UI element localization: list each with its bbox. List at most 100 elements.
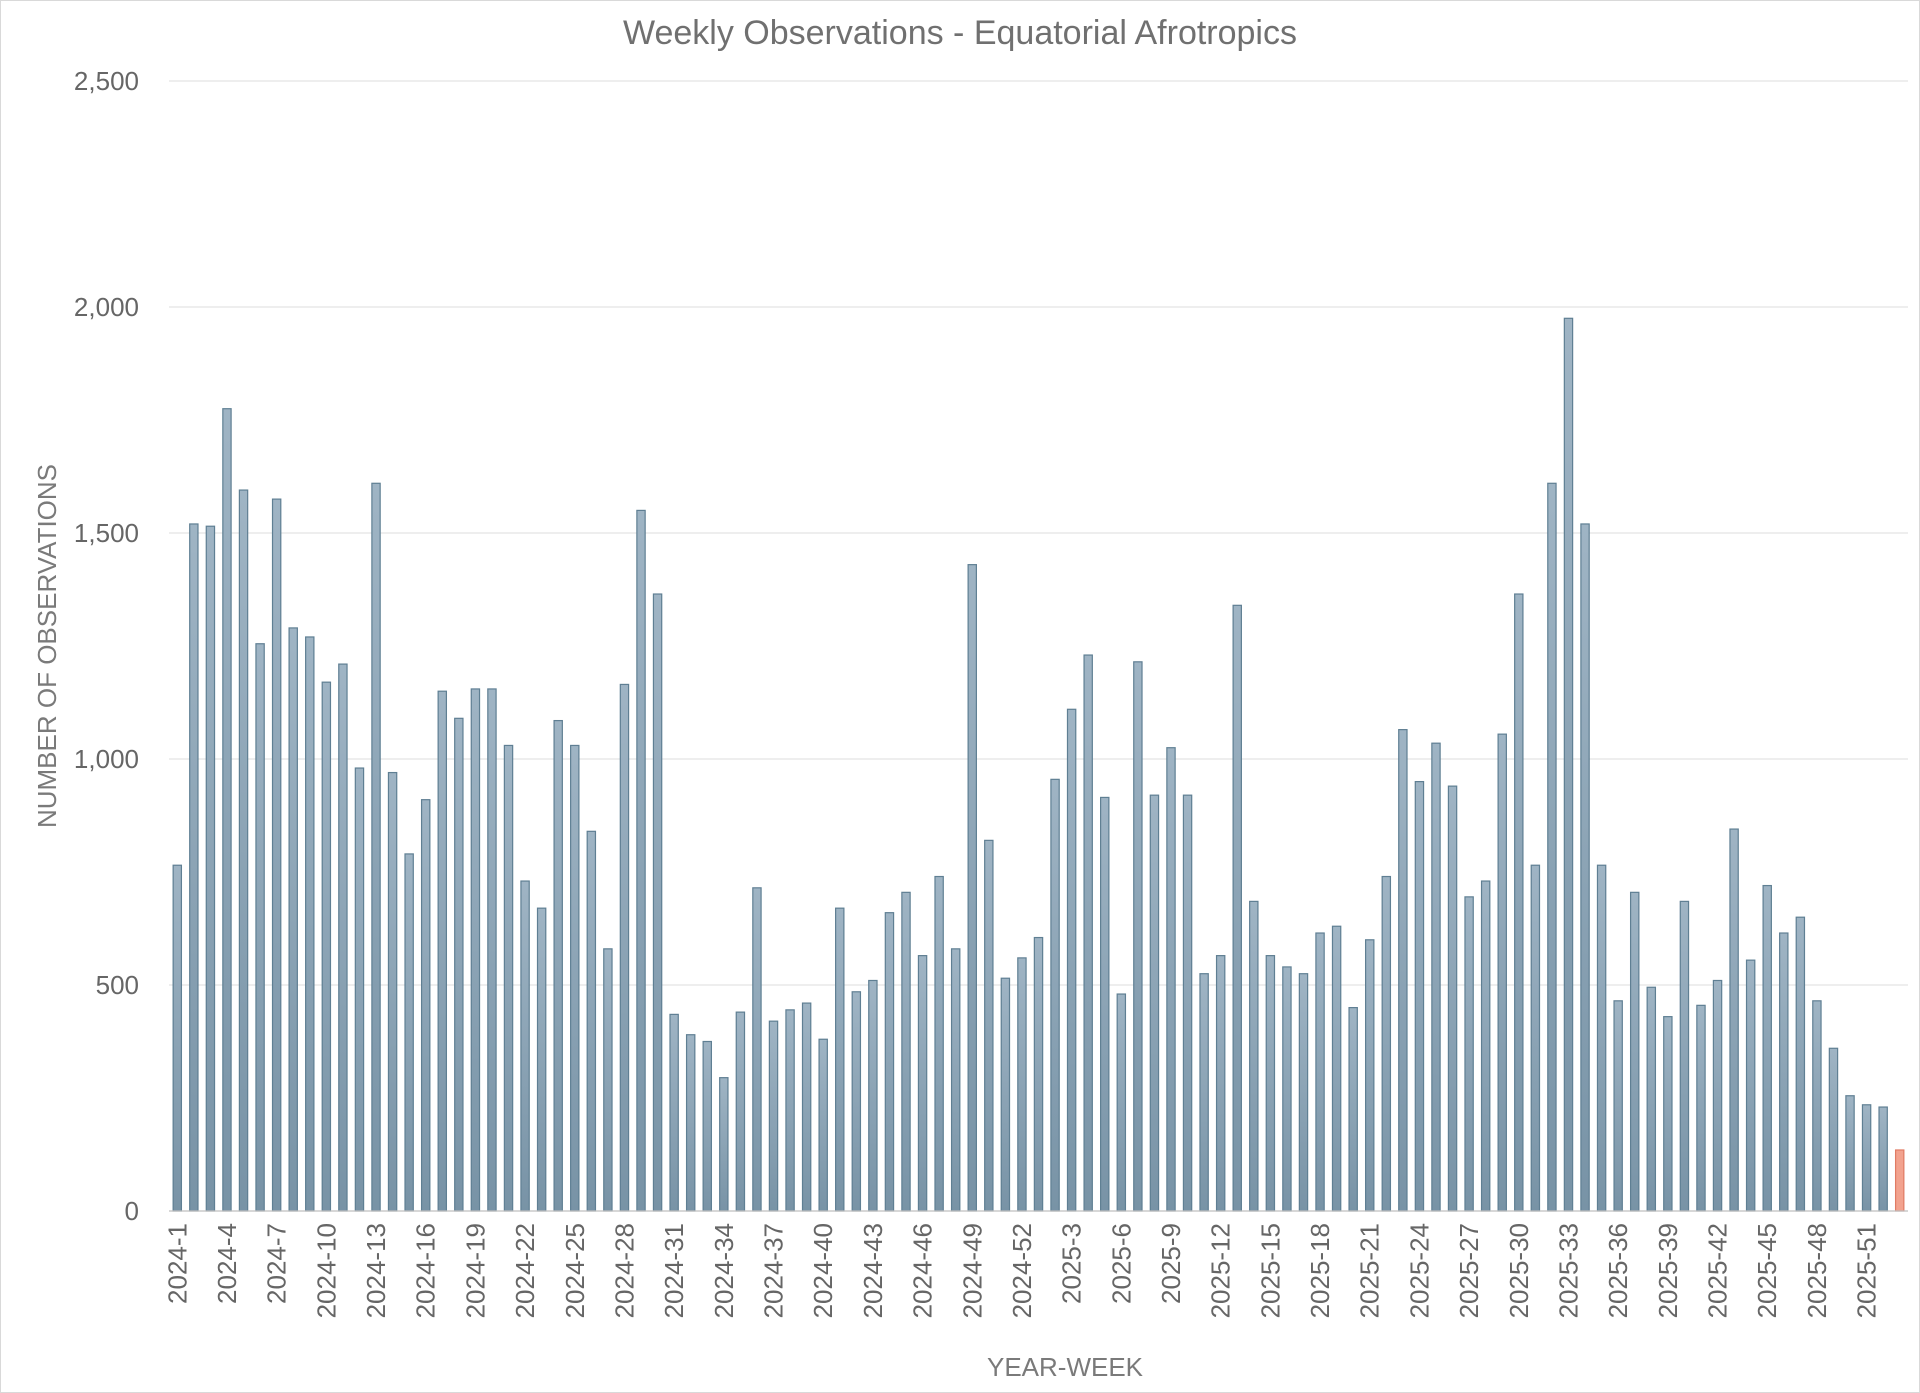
bar-2025-23 <box>1398 729 1408 1212</box>
bar-2025-47 <box>1795 916 1806 1212</box>
bar-2024-29 <box>636 509 646 1212</box>
bar-2025-3 <box>1066 708 1077 1212</box>
x-tick-label: 2024-34 <box>709 1223 739 1318</box>
bar-2024-10 <box>321 681 332 1212</box>
bar-2024-38 <box>785 1009 795 1212</box>
y-axis-ticks: 0 500 1,000 1,500 2,000 2,500 <box>74 66 139 1226</box>
bar-2025-30 <box>1514 593 1524 1212</box>
bar-2024-6 <box>255 643 265 1212</box>
bar-2025-22 <box>1381 875 1392 1212</box>
bar-2025-50 <box>1845 1095 1855 1212</box>
bar-2025-36 <box>1613 1000 1623 1212</box>
bar-2024-28 <box>619 683 630 1212</box>
x-tick-label: 2024-31 <box>659 1223 689 1318</box>
bar-2025-37 <box>1629 891 1640 1212</box>
bar-2025-18 <box>1315 932 1325 1212</box>
bar-2024-49 <box>967 564 977 1212</box>
x-tick-label: 2024-4 <box>212 1223 242 1304</box>
bar-2024-21 <box>503 744 514 1212</box>
x-tick-label: 2024-40 <box>808 1223 838 1318</box>
y-tick-label: 0 <box>125 1196 139 1226</box>
y-tick-label: 2,500 <box>74 66 139 96</box>
bar-2024-16 <box>420 799 431 1212</box>
x-tick-label: 2025-36 <box>1603 1223 1633 1318</box>
bar-2024-7 <box>271 498 282 1212</box>
bar-2025-40 <box>1679 900 1690 1212</box>
bar-2025-42 <box>1712 979 1723 1212</box>
bar-2024-19 <box>470 688 481 1212</box>
bar-2025-35 <box>1596 864 1607 1212</box>
bar-2025-32 <box>1547 482 1557 1212</box>
y-tick-label: 1,500 <box>74 518 139 548</box>
x-tick-label: 2025-51 <box>1852 1223 1882 1318</box>
bar-2024-48 <box>950 948 961 1212</box>
x-axis-ticks: 2024-1 2024-4 2024-7 2024-10 2024-13 2024-16 2… <box>162 1223 1881 1318</box>
bar-2024-17 <box>437 690 448 1212</box>
bar-2025-12 <box>1215 955 1226 1212</box>
bar-2025-5 <box>1100 796 1110 1212</box>
x-tick-label: 2024-46 <box>908 1223 938 1318</box>
x-tick-label: 2024-49 <box>957 1223 987 1318</box>
bar-2025-28 <box>1480 880 1491 1212</box>
bar-2025-25 <box>1431 742 1441 1212</box>
bar-2024-52 <box>1017 957 1027 1212</box>
bar-2025-13 <box>1232 604 1242 1212</box>
bar-2024-13 <box>371 482 381 1212</box>
x-tick-label: 2025-30 <box>1504 1223 1534 1318</box>
y-tick-label: 2,000 <box>74 292 139 322</box>
bar-2024-41 <box>835 907 845 1212</box>
bar-2024-40 <box>818 1038 828 1212</box>
y-axis-title: NUMBER OF OBSERVATIONS <box>32 464 62 828</box>
bar-2025-17 <box>1298 973 1309 1212</box>
bar-2024-30 <box>652 593 663 1212</box>
bar-2025-11 <box>1199 973 1209 1212</box>
x-tick-label: 2025-18 <box>1305 1223 1335 1318</box>
bar-2025-39 <box>1663 1016 1673 1212</box>
bar-2024-5 <box>238 489 249 1212</box>
x-tick-label: 2024-22 <box>510 1223 540 1318</box>
bar-2024-3 <box>205 525 216 1212</box>
x-tick-label: 2025-15 <box>1255 1223 1285 1318</box>
bar-2025-19 <box>1331 925 1342 1212</box>
bar-2024-1 <box>172 864 183 1212</box>
bar-2025-16 <box>1282 966 1292 1212</box>
bar-2025-21 <box>1364 939 1375 1212</box>
bar-2025-14 <box>1249 900 1259 1212</box>
bar-2025-38 <box>1646 986 1657 1212</box>
bar-2025-29 <box>1497 733 1507 1212</box>
bar-2024-15 <box>404 853 414 1212</box>
bar-2025-52 <box>1878 1106 1888 1212</box>
bar-2024-26 <box>586 830 597 1212</box>
x-tick-label: 2025-45 <box>1752 1223 1782 1318</box>
bar-2024-33 <box>702 1040 713 1212</box>
x-tick-label: 2025-12 <box>1206 1223 1236 1318</box>
bar-2025-33 <box>1563 317 1574 1212</box>
x-tick-label: 2024-7 <box>262 1223 292 1304</box>
bar-2025-44 <box>1745 959 1756 1212</box>
chart-title: Weekly Observations - Equatorial Afrotro… <box>623 14 1297 52</box>
bar-2024-42 <box>851 991 862 1212</box>
x-axis-title: YEAR-WEEK <box>987 1352 1144 1382</box>
bar-2024-23 <box>536 907 547 1212</box>
x-tick-label: 2025-48 <box>1802 1223 1832 1318</box>
bar-2025-9 <box>1166 747 1176 1212</box>
bar-2024-46 <box>917 955 928 1212</box>
bar-2024-22 <box>520 880 530 1212</box>
bar-2024-2 <box>189 523 199 1212</box>
x-tick-label: 2024-43 <box>858 1223 888 1318</box>
x-tick-label: 2024-13 <box>361 1223 391 1318</box>
x-tick-label: 2025-27 <box>1454 1223 1484 1318</box>
bar-2024-14 <box>387 771 398 1212</box>
bar-2025-4 <box>1083 654 1093 1212</box>
x-tick-label: 2025-42 <box>1703 1223 1733 1318</box>
x-tick-label: 2024-37 <box>759 1223 789 1318</box>
bar-2025-24 <box>1414 780 1425 1212</box>
bar-2025-2 <box>1050 778 1060 1212</box>
bar-2024-9 <box>305 636 315 1212</box>
bar-2025-53 <box>1894 1149 1905 1212</box>
bar-2024-8 <box>288 627 298 1212</box>
bar-2025-7 <box>1133 661 1143 1212</box>
bar-2024-4 <box>222 408 232 1212</box>
